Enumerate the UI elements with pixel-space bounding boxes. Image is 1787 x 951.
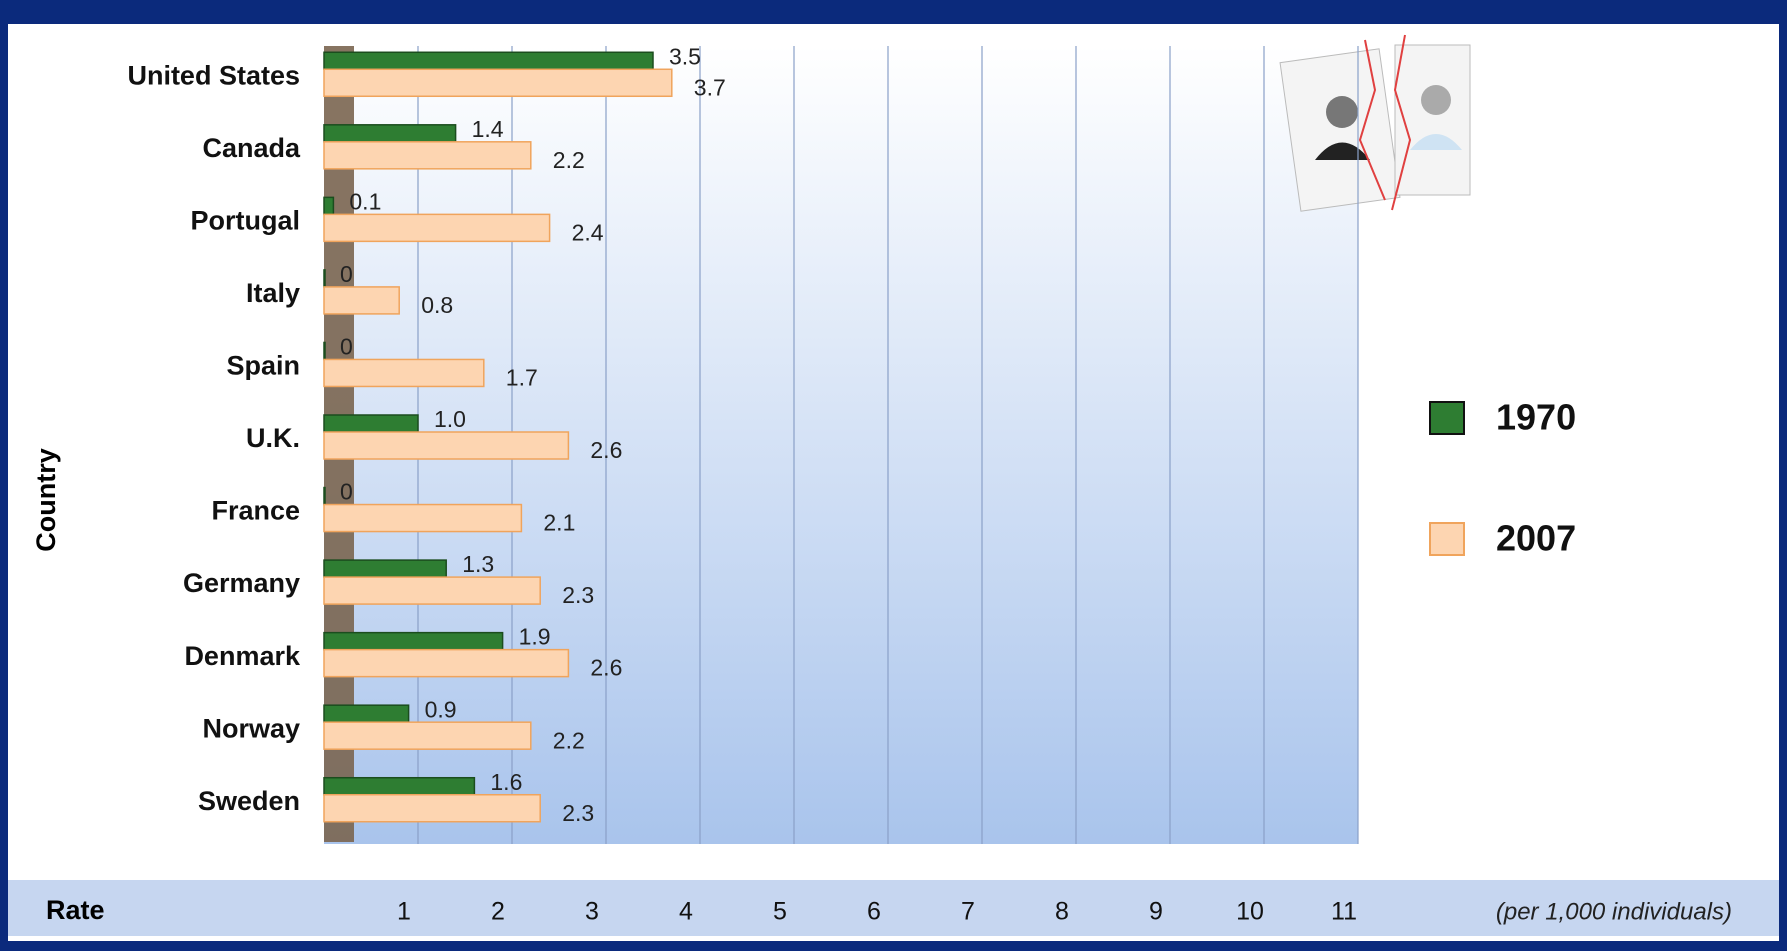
- axis-band: [8, 880, 1779, 936]
- value-label: 0: [340, 261, 353, 287]
- bar: [323, 431, 570, 460]
- value-label: 3.7: [694, 74, 726, 100]
- value-label: 2.3: [562, 582, 594, 608]
- value-label: 0.9: [425, 696, 457, 722]
- value-label: 1.6: [490, 769, 522, 795]
- y-tick-label: Italy: [246, 278, 300, 308]
- legend-swatch: [1429, 401, 1465, 435]
- value-label: 2.6: [590, 437, 622, 463]
- bar: [323, 776, 476, 796]
- bar: [323, 414, 419, 433]
- x-tick-label: 2: [491, 898, 505, 926]
- unit-note: (per 1,000 individuals): [1496, 898, 1732, 925]
- bar: [323, 269, 326, 288]
- photo-icon: [1279, 34, 1471, 212]
- bar: [323, 124, 457, 143]
- y-tick-label: Denmark: [184, 641, 301, 671]
- bar: [323, 631, 504, 651]
- bar: [323, 51, 654, 71]
- value-label: 0.1: [349, 188, 381, 214]
- bar: [323, 648, 570, 678]
- value-label: 2.4: [572, 219, 604, 245]
- value-label: 2.2: [553, 147, 585, 173]
- x-tick-label: 3: [585, 898, 599, 926]
- bar: [323, 213, 551, 243]
- y-tick-label: Canada: [202, 133, 301, 163]
- x-tick-label: 6: [867, 898, 881, 926]
- y-tick-label: Spain: [226, 351, 300, 381]
- x-tick-label: 5: [773, 898, 787, 926]
- x-tick-label: 10: [1236, 898, 1264, 926]
- y-tick-label: United States: [127, 60, 300, 90]
- x-tick-label: 7: [961, 898, 975, 926]
- bar: [323, 704, 410, 723]
- y-tick-label: U.K.: [246, 423, 300, 453]
- value-label: 1.4: [472, 116, 504, 142]
- bar: [323, 358, 485, 388]
- bar: [323, 141, 532, 170]
- bar: [323, 341, 326, 361]
- y-tick-label: Germany: [183, 568, 300, 598]
- value-label: 0.8: [421, 292, 453, 318]
- value-label: 2.1: [543, 510, 575, 536]
- bar: [323, 486, 326, 506]
- value-label: 0: [340, 479, 353, 505]
- value-label: 1.9: [519, 624, 551, 650]
- legend-label: 1970: [1496, 397, 1576, 438]
- y-tick-label: Portugal: [190, 205, 300, 235]
- legend-label: 2007: [1496, 518, 1576, 559]
- x-tick-label: 4: [679, 898, 693, 926]
- value-label: 1.3: [462, 551, 494, 577]
- value-label: 2.2: [553, 727, 585, 753]
- x-tick-label: 9: [1149, 898, 1163, 926]
- bar: [323, 68, 673, 98]
- x-tick-label: 8: [1055, 898, 1069, 926]
- bar: [323, 196, 335, 216]
- x-tick-label: 11: [1331, 898, 1357, 926]
- bar: [323, 793, 541, 823]
- legend-swatch: [1429, 522, 1465, 556]
- x-axis-label: Rate: [46, 895, 105, 925]
- y-tick-label: France: [211, 496, 300, 526]
- y-tick-label: Sweden: [198, 786, 300, 816]
- value-label: 2.6: [590, 655, 622, 681]
- bar: [323, 286, 400, 315]
- y-axis-label: Country: [31, 448, 61, 552]
- bar: [323, 559, 447, 578]
- value-label: 0: [340, 334, 353, 360]
- bar: [323, 503, 523, 533]
- bar: [323, 721, 532, 750]
- y-tick-label: Norway: [202, 713, 300, 743]
- value-label: 2.3: [562, 800, 594, 826]
- value-label: 1.7: [506, 365, 538, 391]
- x-tick-label: 1: [397, 898, 411, 926]
- value-label: 3.5: [669, 43, 701, 69]
- bar: [323, 576, 541, 605]
- value-label: 1.0: [434, 406, 466, 432]
